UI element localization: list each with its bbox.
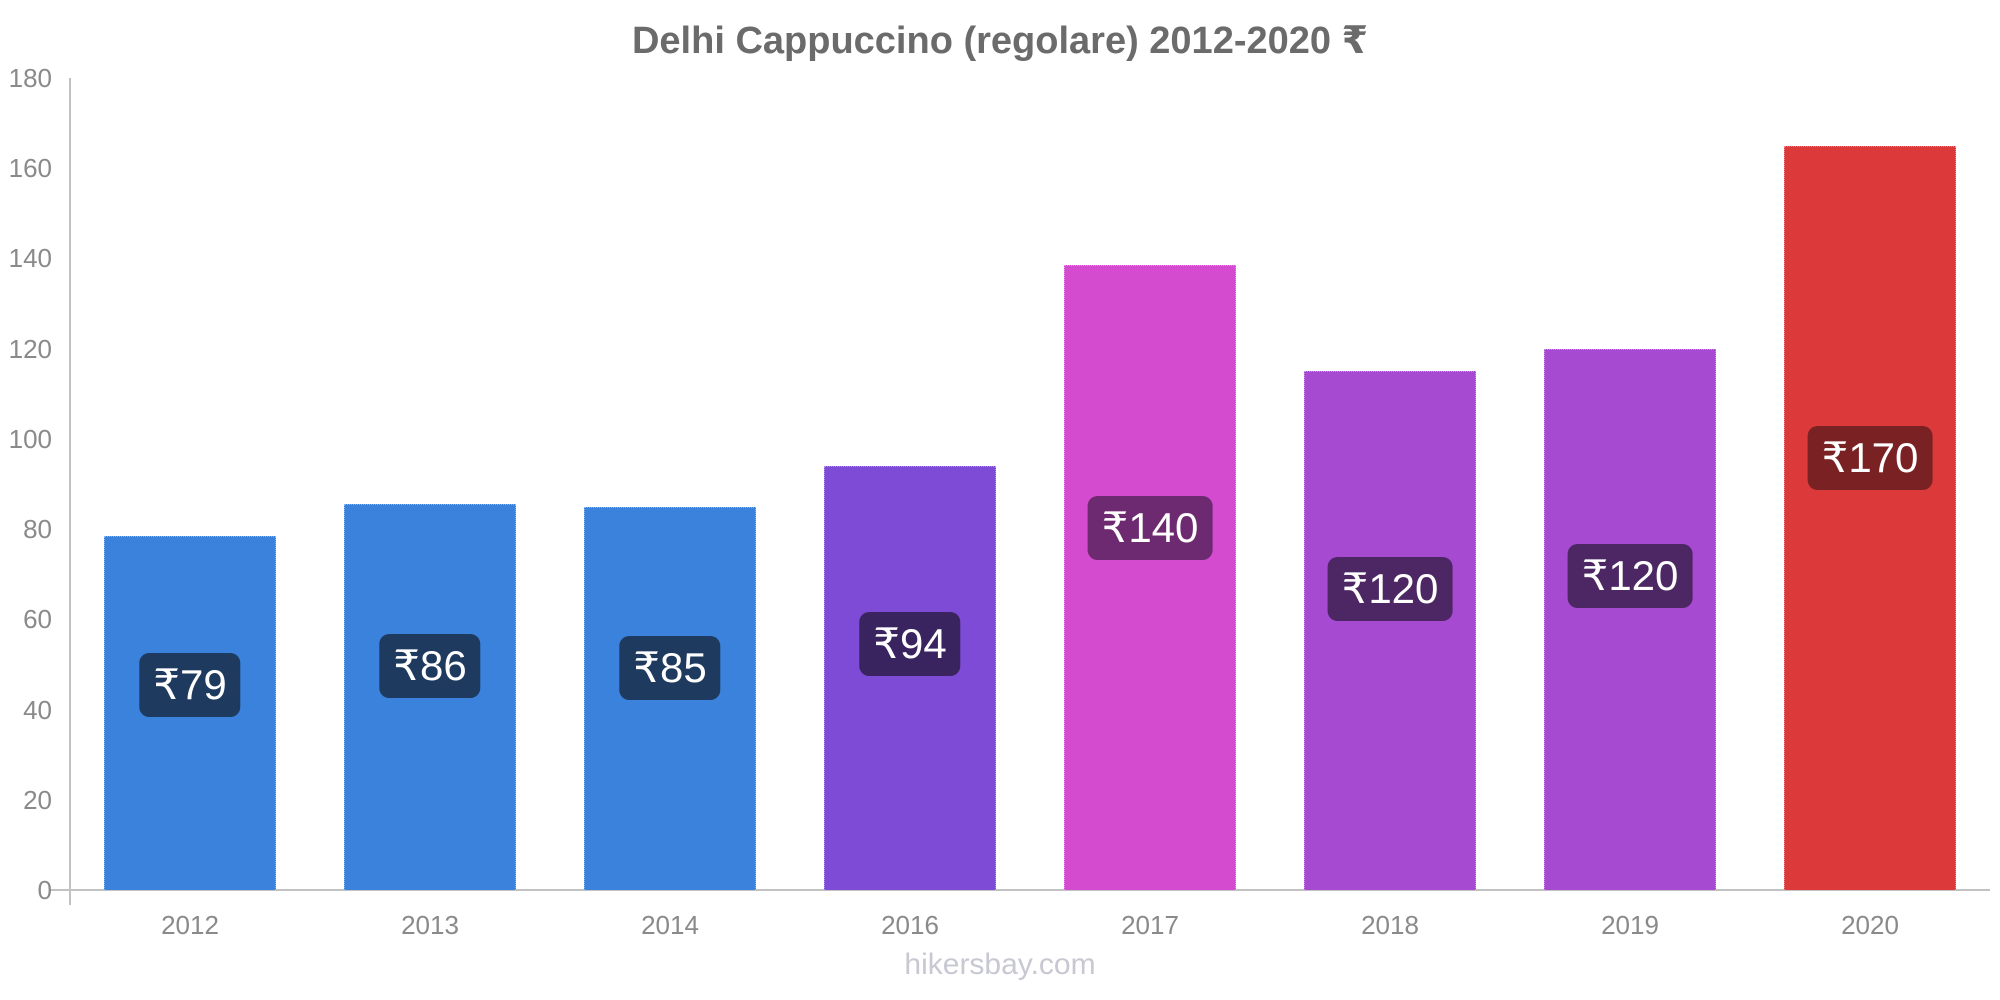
- bar-value-badge-2016: ₹94: [859, 612, 961, 677]
- bar-2019[interactable]: [1544, 348, 1716, 890]
- y-axis-tick-label: 120: [8, 333, 52, 364]
- bar-value-badge-2019: ₹120: [1567, 544, 1693, 609]
- x-axis-tick-label-2012: 2012: [161, 910, 219, 940]
- x-axis-tick-label-2019: 2019: [1601, 910, 1659, 940]
- x-axis-tick-label-2014: 2014: [641, 910, 699, 940]
- y-axis-tick-label: 160: [8, 153, 52, 184]
- y-axis-tick-label: 100: [8, 423, 52, 454]
- x-axis-tick-label-2017: 2017: [1121, 910, 1179, 940]
- footer-watermark: hikersbay.com: [904, 948, 1096, 981]
- bar-value-badge-2012: ₹79: [139, 652, 241, 717]
- bar-value-badge-2018: ₹120: [1327, 557, 1453, 622]
- y-axis-tick-label: 20: [23, 784, 52, 815]
- x-axis-line: [50, 889, 1990, 891]
- bar-2016[interactable]: [824, 465, 996, 890]
- bar-value-badge-2013: ₹86: [379, 634, 481, 699]
- bar-value-badge-2014: ₹85: [619, 635, 721, 700]
- y-axis-tick-label: 60: [23, 604, 52, 635]
- bar-2018[interactable]: [1304, 371, 1476, 890]
- x-axis-tick-label-2016: 2016: [881, 910, 939, 940]
- x-axis-tick-label-2020: 2020: [1841, 910, 1899, 940]
- y-axis-tick-label: 140: [8, 243, 52, 274]
- y-axis-tick-label: 0: [37, 875, 52, 905]
- y-axis-tick-label: 80: [23, 514, 52, 545]
- chart-title: Delhi Cappuccino (regolare) 2012-2020 ₹: [631, 20, 1369, 62]
- y-axis-tick-label: 40: [23, 694, 52, 725]
- bar-2020[interactable]: [1784, 145, 1956, 890]
- y-axis-tick-label: 180: [8, 63, 52, 93]
- y-axis-line: [69, 78, 71, 905]
- x-axis-tick-label-2013: 2013: [401, 910, 459, 940]
- x-axis-tick-label-2018: 2018: [1361, 910, 1419, 940]
- bar-value-badge-2020: ₹170: [1807, 426, 1933, 491]
- bar-value-badge-2017: ₹140: [1087, 495, 1213, 560]
- bar-2017[interactable]: [1064, 265, 1236, 890]
